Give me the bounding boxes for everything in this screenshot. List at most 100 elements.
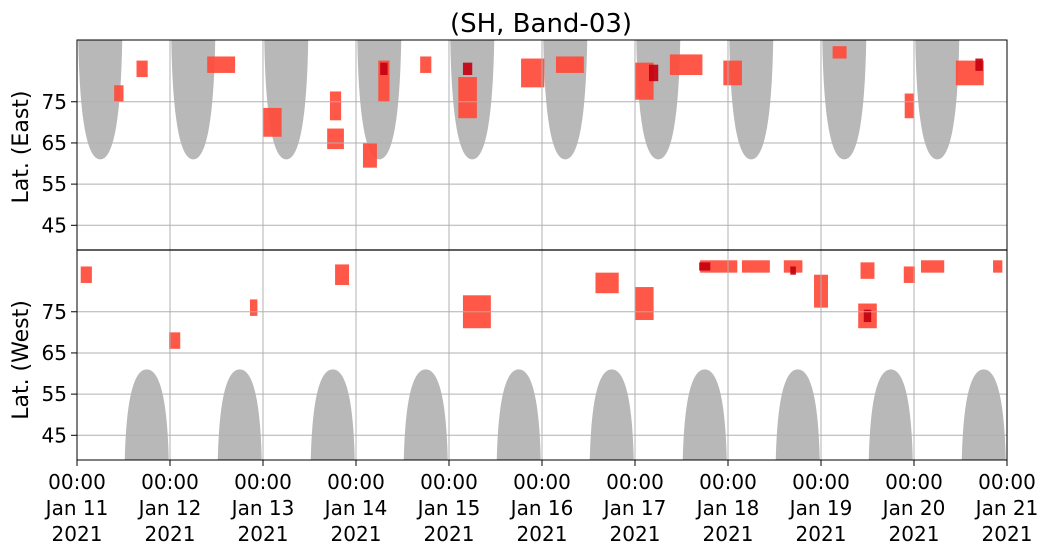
x-tick-year-4: 2021 bbox=[331, 522, 382, 546]
y-axis-label-west: Lat. (West) bbox=[9, 300, 34, 420]
x-tick-date-6: Jan 16 bbox=[509, 496, 574, 520]
x-tick-year-5: 2021 bbox=[424, 522, 475, 546]
x-tick-date-9: Jan 19 bbox=[788, 496, 853, 520]
activity-patch-10 bbox=[335, 264, 350, 285]
x-tick-time-9: 00:00 bbox=[792, 470, 850, 494]
activity-strong-patch-6 bbox=[863, 309, 872, 323]
x-tick-date-1: Jan 11 bbox=[44, 496, 109, 520]
daylight-west-7 bbox=[682, 369, 727, 460]
x-tick-date-10: Jan 20 bbox=[881, 496, 946, 520]
activity-patch-7 bbox=[263, 107, 282, 137]
daylight-west-3 bbox=[310, 369, 355, 460]
x-tick-time-3: 00:00 bbox=[234, 470, 292, 494]
x-tick-date-11: Jan 21 bbox=[974, 496, 1039, 520]
y-tick-label-west-4: 45 bbox=[42, 423, 67, 447]
grid-layer bbox=[76, 40, 1008, 460]
chart-title: (SH, Band-03) bbox=[450, 9, 632, 39]
y-tick-label-west-3: 55 bbox=[42, 382, 67, 406]
daylight-east-1 bbox=[78, 40, 123, 160]
y-tick-label-west-1: 75 bbox=[42, 300, 67, 324]
activity-patch-5 bbox=[207, 56, 236, 73]
y-tick-label-west-2: 65 bbox=[42, 341, 67, 365]
activity-strong-patch-1 bbox=[380, 62, 388, 75]
daylight-west-2 bbox=[217, 369, 262, 460]
daylight-east-2 bbox=[171, 40, 216, 160]
daylight-west-6 bbox=[589, 369, 634, 460]
activity-strong-patch-4 bbox=[699, 262, 711, 271]
activity-patch-14 bbox=[458, 77, 477, 119]
activity-patch-23 bbox=[723, 60, 742, 86]
daylight-west-5 bbox=[496, 369, 541, 460]
activity-patch-12 bbox=[362, 142, 377, 168]
x-tick-date-8: Jan 18 bbox=[695, 496, 760, 520]
activity-patch-27 bbox=[832, 46, 847, 59]
activity-patch-4 bbox=[169, 332, 181, 349]
x-tick-year-7: 2021 bbox=[610, 522, 661, 546]
daylight-east-8 bbox=[729, 40, 774, 160]
activity-patch-18 bbox=[595, 272, 619, 294]
x-tick-year-8: 2021 bbox=[703, 522, 754, 546]
activity-strong-patch-2 bbox=[462, 62, 473, 75]
activity-patch-11 bbox=[378, 60, 390, 102]
activity-patch-19 bbox=[635, 62, 654, 100]
daylight-east-9 bbox=[822, 40, 867, 160]
x-tick-year-3: 2021 bbox=[238, 522, 289, 546]
daylight-west-9 bbox=[868, 369, 913, 460]
x-tick-year-11: 2021 bbox=[982, 522, 1033, 546]
activity-patch-32 bbox=[920, 260, 945, 273]
x-tick-time-6: 00:00 bbox=[513, 470, 571, 494]
y-tick-label-east-2: 55 bbox=[42, 172, 67, 196]
daylight-west-8 bbox=[775, 369, 820, 460]
x-tick-year-2: 2021 bbox=[145, 522, 196, 546]
x-tick-time-1: 00:00 bbox=[48, 470, 106, 494]
x-tick-time-8: 00:00 bbox=[699, 470, 757, 494]
x-tick-time-10: 00:00 bbox=[885, 470, 943, 494]
activity-patch-16 bbox=[521, 58, 545, 88]
y-axis-label-east: Lat. (East) bbox=[9, 91, 34, 204]
activity-strong-patch-7 bbox=[975, 58, 983, 71]
activity-patch-3 bbox=[136, 60, 148, 78]
activity-strong-patch-5 bbox=[790, 266, 796, 275]
activity-patch-29 bbox=[860, 262, 875, 279]
y-tick-label-east-3: 65 bbox=[42, 131, 67, 155]
activity-strong-patch-3 bbox=[648, 64, 659, 82]
x-tick-year-1: 2021 bbox=[52, 522, 103, 546]
x-tick-year-10: 2021 bbox=[889, 522, 940, 546]
activity-patch-21 bbox=[669, 54, 703, 75]
daylight-west-10 bbox=[961, 369, 1006, 460]
daylight-east-3 bbox=[264, 40, 309, 160]
activity-patch-17 bbox=[555, 56, 584, 73]
y-ticks: 45 55 65 75 75 65 55 45 bbox=[42, 90, 77, 447]
x-tick-time-2: 00:00 bbox=[141, 470, 199, 494]
x-tick-date-4: Jan 14 bbox=[323, 496, 388, 520]
activity-patch-1 bbox=[80, 266, 92, 283]
activity-patch-9 bbox=[329, 91, 342, 121]
activity-patch-8 bbox=[327, 128, 344, 150]
daylight-west-4 bbox=[403, 369, 448, 460]
x-tick-year-6: 2021 bbox=[517, 522, 568, 546]
activity-patch-6 bbox=[249, 299, 258, 316]
activity-patch-31 bbox=[904, 93, 914, 119]
y-tick-label-east-1: 45 bbox=[42, 213, 67, 237]
activity-patch-30 bbox=[903, 266, 915, 283]
x-tick-time-5: 00:00 bbox=[420, 470, 478, 494]
x-tick-date-7: Jan 17 bbox=[602, 496, 667, 520]
activity-patch-20 bbox=[635, 287, 654, 320]
y-tick-label-east-4: 75 bbox=[42, 90, 67, 114]
x-tick-date-3: Jan 13 bbox=[230, 496, 295, 520]
activity-patch-13 bbox=[420, 56, 432, 73]
x-tick-date-2: Jan 12 bbox=[137, 496, 202, 520]
x-tick-year-9: 2021 bbox=[796, 522, 847, 546]
daylight-east-10 bbox=[915, 40, 960, 160]
activity-patch-2 bbox=[114, 85, 124, 102]
x-tick-time-11: 00:00 bbox=[978, 470, 1036, 494]
x-tick-time-7: 00:00 bbox=[606, 470, 664, 494]
activity-layer bbox=[80, 46, 1003, 349]
activity-patch-24 bbox=[741, 260, 770, 273]
daylight-west-1 bbox=[124, 369, 169, 460]
x-tick-date-5: Jan 15 bbox=[416, 496, 481, 520]
activity-patch-34 bbox=[993, 260, 1003, 273]
x-tick-time-4: 00:00 bbox=[327, 470, 385, 494]
